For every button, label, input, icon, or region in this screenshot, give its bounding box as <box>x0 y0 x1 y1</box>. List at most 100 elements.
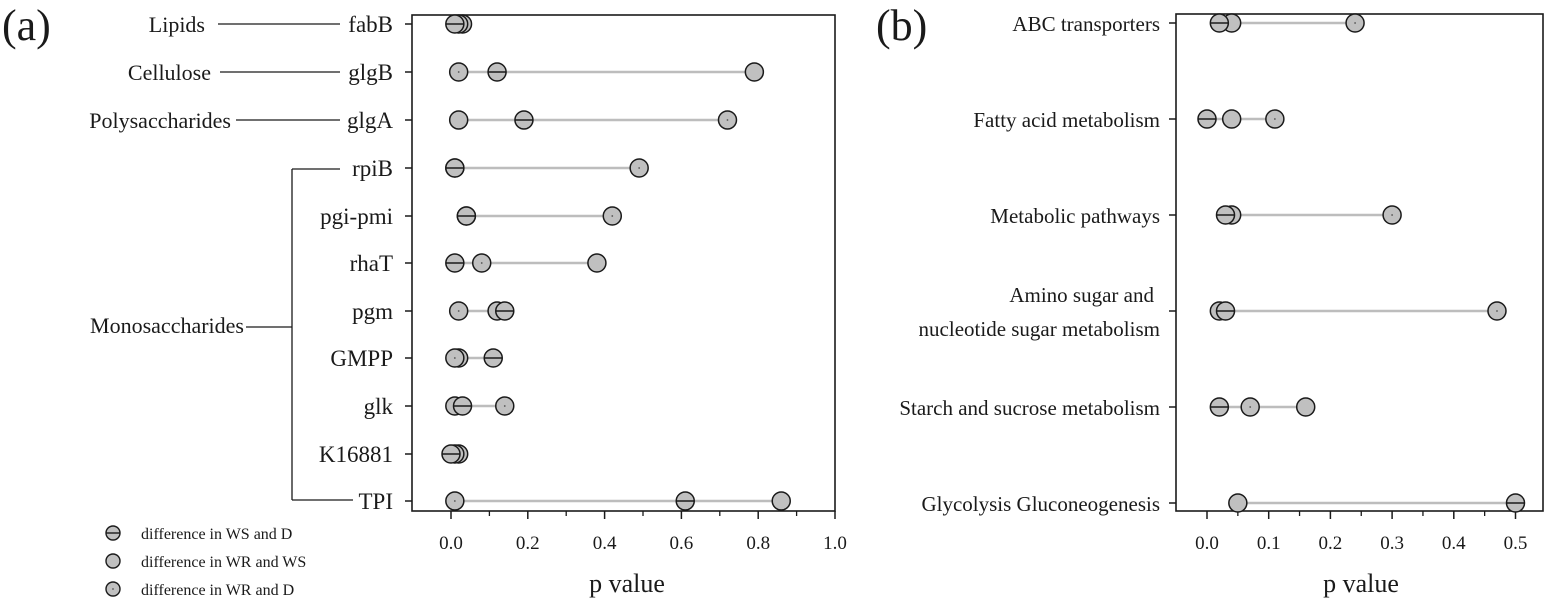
data-row <box>445 253 607 273</box>
wr-d-marker <box>448 301 469 321</box>
panel-b: (b) ABC transporters Fatty acid metaboli… <box>876 1 1544 598</box>
wr-d-marker <box>1487 301 1507 321</box>
ws-d-marker <box>487 62 507 82</box>
wr-d-marker <box>495 396 515 416</box>
row-label: ABC transporters <box>1012 12 1160 36</box>
data-row <box>445 348 503 368</box>
legend-item-ws-d: difference in WS and D <box>105 525 292 543</box>
panel-a-y-ticks <box>405 23 412 502</box>
panel-a-tag: (a) <box>2 1 51 50</box>
wr-d-marker <box>448 62 469 82</box>
group-label-cellulose: Cellulose <box>128 60 211 85</box>
ws-d-marker <box>445 14 465 34</box>
legend-item-wr-d: difference in WR and D <box>105 581 294 599</box>
x-tick-label: 0.2 <box>516 533 540 554</box>
wr-d-marker <box>471 253 492 273</box>
group-label-monosaccharides: Monosaccharides <box>90 313 244 338</box>
data-row <box>448 110 738 130</box>
ws-d-marker <box>445 158 465 178</box>
row-label: GMPP <box>330 346 393 371</box>
row-label: glk <box>364 394 394 419</box>
data-row <box>445 491 791 511</box>
panel-b-x-ticks: 0.0 0.1 0.2 0.3 0.4 0.5 <box>1195 511 1527 554</box>
data-row <box>1228 493 1526 513</box>
panel-b-data-points <box>1197 13 1526 513</box>
row-label: Metabolic pathways <box>990 204 1160 228</box>
row-label: glgB <box>348 60 393 85</box>
row-label: pgm <box>352 299 393 324</box>
x-tick-label: 0.0 <box>439 533 463 554</box>
wr-d-marker <box>445 491 465 511</box>
row-label: TPI <box>359 489 394 514</box>
group-label-polysaccharides: Polysaccharides <box>89 108 231 133</box>
x-tick-label: 0.2 <box>1319 533 1343 554</box>
legend-label: difference in WS and D <box>141 526 292 543</box>
wr-ws-marker <box>1295 397 1316 417</box>
ws-d-marker <box>445 253 465 273</box>
wr-d-marker <box>1382 205 1402 225</box>
ws-d-marker <box>1209 13 1230 33</box>
panel-a-row-labels: fabB glgB glgA rpiB pgi-pmi rhaT pgm GMP… <box>319 12 394 514</box>
wr-d-marker <box>1240 397 1260 417</box>
wr-d-marker <box>717 110 738 130</box>
circle-plain-icon <box>105 553 121 569</box>
ws-d-marker <box>1215 205 1236 225</box>
panel-b-tag: (b) <box>876 1 927 50</box>
row-label: fabB <box>348 12 393 37</box>
ws-d-marker <box>456 206 477 226</box>
group-label-lipids: Lipids <box>149 12 205 37</box>
wr-ws-marker <box>587 253 607 273</box>
row-label: Amino sugar and <box>1009 283 1154 307</box>
data-row <box>445 14 473 34</box>
data-row <box>445 396 515 416</box>
ws-d-marker <box>514 110 534 130</box>
row-label: K16881 <box>319 442 393 467</box>
row-label: nucleotide sugar metabolism <box>919 317 1160 341</box>
x-tick-label: 0.3 <box>1380 533 1404 554</box>
ws-d-marker <box>675 491 695 511</box>
row-label: rpiB <box>352 156 393 181</box>
panel-b-plot-frame <box>1175 13 1544 512</box>
ws-d-marker <box>452 396 473 416</box>
data-row <box>1209 301 1507 321</box>
legend: difference in WS and D difference in WR … <box>105 525 306 599</box>
row-label: Starch and sucrose metabolism <box>899 396 1160 420</box>
x-tick-label: 0.5 <box>1504 533 1528 554</box>
wr-d-marker <box>629 158 649 178</box>
wr-d-marker <box>445 348 465 368</box>
legend-label: difference in WR and WS <box>141 554 306 571</box>
wr-d-marker <box>602 206 623 226</box>
monosaccharides-bracket <box>246 168 353 501</box>
panel-b-x-axis-label: p value <box>1323 569 1399 598</box>
row-label: glgA <box>347 108 393 133</box>
wr-ws-marker <box>448 110 469 130</box>
panel-a-data-points <box>441 14 791 511</box>
x-tick-label: 0.6 <box>670 533 694 554</box>
wr-d-marker <box>1345 13 1365 33</box>
data-row <box>1209 397 1316 417</box>
wr-ws-marker <box>1228 493 1248 513</box>
legend-item-wr-ws: difference in WR and WS <box>105 553 306 571</box>
x-tick-label: 0.1 <box>1257 533 1281 554</box>
panel-a: (a) Lipids Cellulose Polysaccharides Mon… <box>2 1 847 599</box>
data-row <box>456 206 623 226</box>
ws-d-marker <box>1197 109 1217 129</box>
panel-a-x-axis-label: p value <box>589 569 665 598</box>
data-row <box>1215 205 1402 225</box>
x-tick-label: 1.0 <box>823 533 847 554</box>
row-label: rhaT <box>350 251 393 276</box>
panel-a-x-ticks: 0.0 0.2 0.4 0.6 0.8 1.0 <box>439 511 847 554</box>
x-tick-label: 0.4 <box>1442 533 1466 554</box>
wr-d-marker <box>1265 109 1285 129</box>
data-row <box>445 158 649 178</box>
panel-b-y-ticks <box>1169 22 1176 504</box>
circle-horizontal-line-icon <box>105 525 121 541</box>
ws-d-marker <box>441 444 461 464</box>
data-row <box>441 444 469 464</box>
ws-d-marker <box>1505 493 1526 513</box>
x-tick-label: 0.0 <box>1195 533 1219 554</box>
ws-d-marker <box>483 348 503 368</box>
row-label: Fatty acid metabolism <box>973 108 1160 132</box>
panel-b-row-labels: ABC transporters Fatty acid metabolism M… <box>899 12 1160 516</box>
